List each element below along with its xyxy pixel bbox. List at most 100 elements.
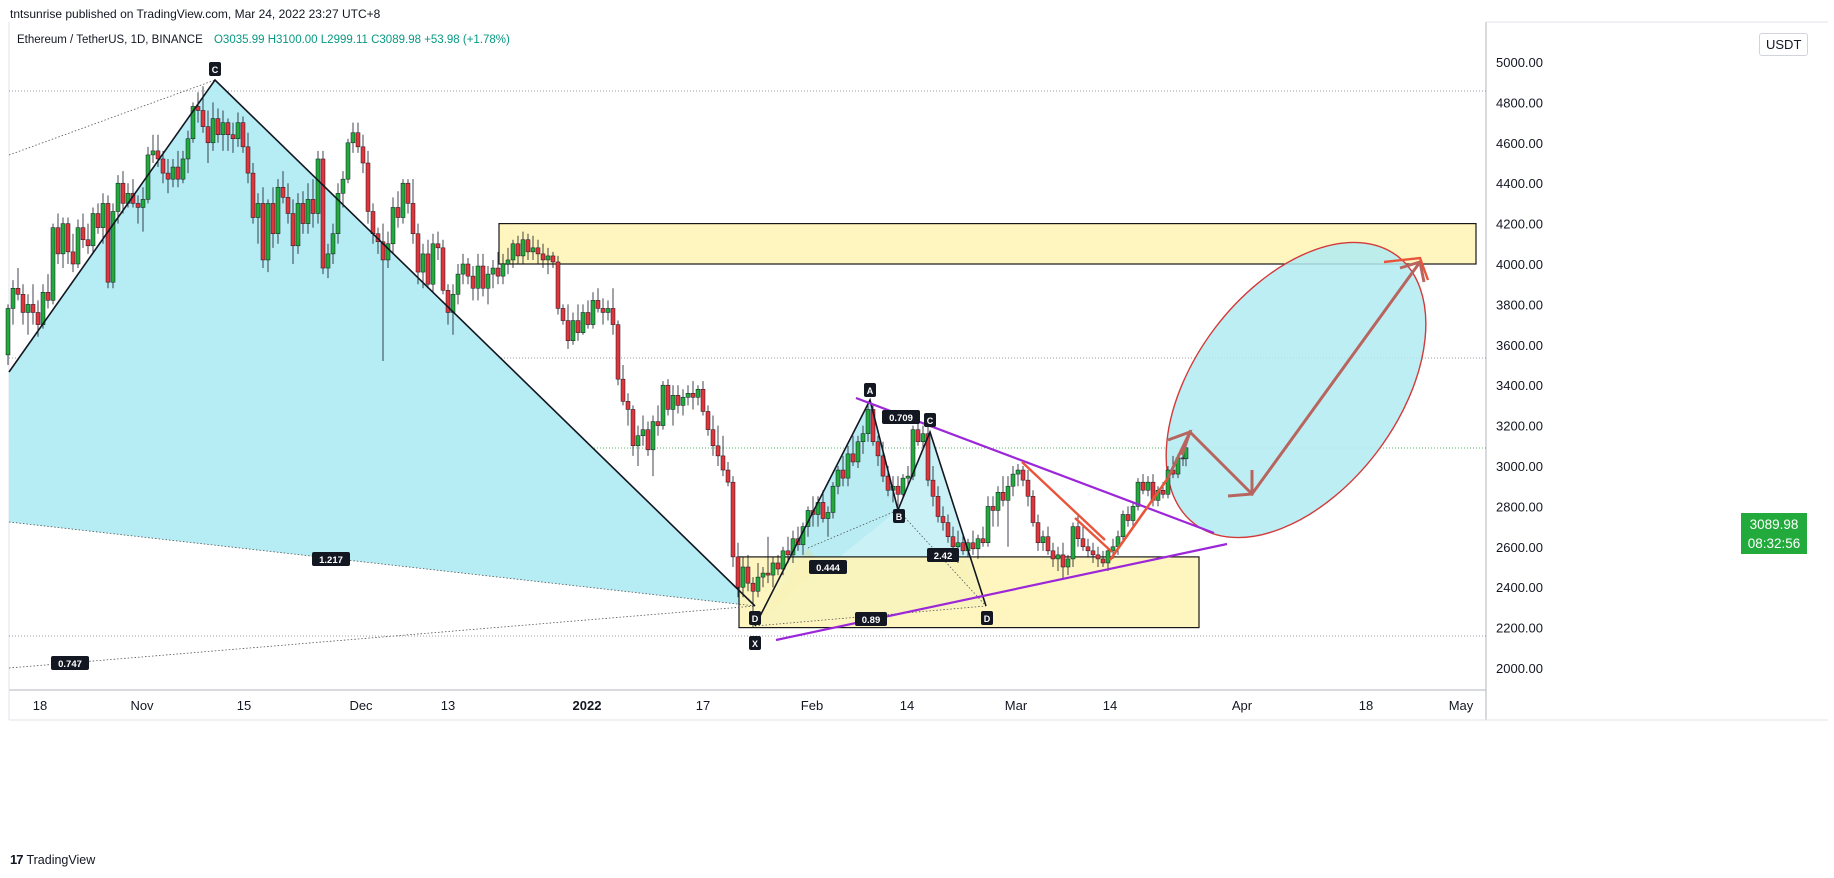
x-tick-label: 18 <box>33 698 47 713</box>
currency-button[interactable]: USDT <box>1759 33 1809 56</box>
candle-down <box>655 421 661 426</box>
high-value: H3100.00 <box>267 34 318 46</box>
candle-down <box>285 197 291 214</box>
x-tick-label: 14 <box>1103 698 1117 713</box>
candle-down <box>620 378 626 402</box>
footer-brand[interactable]: 17 TradingView <box>10 852 95 867</box>
open-value: O3035.99 <box>213 34 265 46</box>
candle-down <box>820 502 826 519</box>
candle-up <box>115 182 121 212</box>
harmonic-leg-lines <box>8 78 756 607</box>
candle-down <box>710 429 716 447</box>
candle-down <box>555 261 561 309</box>
candle-up <box>340 178 346 194</box>
y-tick-label: 4600.00 <box>1496 136 1543 151</box>
candle-up <box>110 211 116 283</box>
pattern-point-box <box>981 611 993 625</box>
ratio-label: 0.89 <box>855 612 887 626</box>
candle-up <box>1105 550 1111 564</box>
candle-up <box>475 265 481 289</box>
candle-down <box>215 118 221 135</box>
x-tick-label: May <box>1449 698 1474 713</box>
candle-down <box>175 166 181 180</box>
candle-down <box>165 172 171 180</box>
pattern-point-box <box>749 611 761 625</box>
candle-up <box>385 243 391 261</box>
last-price-badge: 3089.98 08:32:56 <box>1741 513 1807 554</box>
candle-down <box>675 395 681 406</box>
pattern-point-text: D <box>984 614 991 624</box>
pattern-point-label: D <box>749 611 761 625</box>
y-tick-label: 3200.00 <box>1496 419 1543 434</box>
candle-down <box>665 384 671 410</box>
candle-down <box>945 522 951 537</box>
candle-down <box>885 475 891 491</box>
last-price-value: 3089.98 <box>1749 517 1799 532</box>
candle-up <box>265 203 271 261</box>
target-ellipse <box>1165 241 1427 539</box>
candle-down <box>765 572 771 576</box>
candle-down <box>410 203 416 234</box>
publisher-line: tntsunrise published on TradingView.com,… <box>10 7 381 21</box>
candle-down <box>880 455 886 477</box>
candle-down <box>300 203 306 224</box>
candle-down <box>435 243 441 249</box>
candle-down <box>65 223 71 253</box>
candle-down <box>290 213 296 247</box>
pattern-point-label: C <box>209 62 221 76</box>
dotted-line-1 <box>8 521 756 607</box>
y-tick-label: 2600.00 <box>1496 540 1543 555</box>
candles-group <box>5 86 1189 628</box>
dotted-line-2 <box>8 605 756 669</box>
y-tick-label: 2800.00 <box>1496 499 1543 514</box>
candle-up <box>180 158 186 180</box>
candle-down <box>1100 558 1106 564</box>
candle-down <box>730 481 736 558</box>
ratio-box <box>882 410 920 424</box>
candle-up <box>580 312 586 333</box>
ratio-text: 1.217 <box>319 555 343 566</box>
candle-up <box>40 292 46 325</box>
candle-down <box>715 445 721 457</box>
pattern-point-box <box>924 413 936 427</box>
candle-up <box>845 453 851 479</box>
candle-down <box>745 566 751 584</box>
x-tick-label: 15 <box>237 698 251 713</box>
candle-down <box>875 441 881 457</box>
candle-down <box>70 251 76 265</box>
candle-up <box>235 122 241 140</box>
candle-up <box>430 243 436 285</box>
candle-down <box>840 469 846 479</box>
arrowhead-3 <box>1399 260 1426 283</box>
y-tick-label: 3800.00 <box>1496 297 1543 312</box>
candle-up <box>5 308 11 356</box>
y-tick-label: 3000.00 <box>1496 459 1543 474</box>
candle-up <box>315 158 321 214</box>
ratio-text: 0.89 <box>862 615 881 626</box>
candle-down <box>750 582 756 592</box>
candle-down <box>230 134 236 140</box>
candle-down <box>225 122 231 135</box>
candle-down <box>515 243 521 257</box>
x-tick-label: 18 <box>1359 698 1373 713</box>
pattern-point-label: B <box>893 509 905 523</box>
candle-down <box>980 538 986 544</box>
x-tick-label: Nov <box>130 698 154 713</box>
candle-up <box>1010 473 1016 487</box>
candle-up <box>400 182 406 218</box>
candle-down <box>1050 550 1056 560</box>
pattern-point-text: C <box>927 416 934 426</box>
projection-path <box>1166 261 1422 497</box>
candle-up <box>350 132 356 144</box>
candle-up <box>545 255 551 261</box>
candle-down <box>310 199 316 214</box>
pattern-point-label: D <box>981 611 993 625</box>
ratio-label: 1.217 <box>312 552 350 566</box>
candle-down <box>440 247 446 291</box>
candle-down <box>205 126 211 144</box>
candle-down <box>1000 492 1006 501</box>
candle-up <box>910 429 916 477</box>
brand-name: TradingView <box>26 852 96 867</box>
candle-down <box>245 146 251 174</box>
